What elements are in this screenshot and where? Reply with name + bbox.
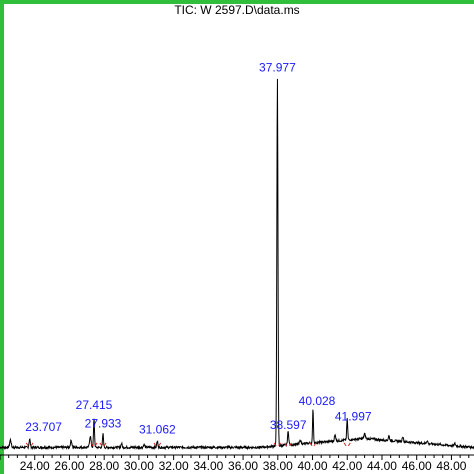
- peak-label: 37.977: [259, 61, 296, 75]
- x-tick-label: 40.00: [298, 459, 328, 473]
- x-tick-label: 32.00: [159, 459, 189, 473]
- integration-marker: [284, 442, 288, 447]
- integration-marker: [343, 442, 347, 447]
- chart-title: TIC: W 2597.D\data.ms: [174, 3, 299, 17]
- x-tick-label: 46.00: [402, 459, 432, 473]
- integration-marker: [99, 442, 103, 447]
- integration-marker: [289, 442, 292, 447]
- x-tick-label: 28.00: [89, 459, 119, 473]
- tic-trace-line: [0, 78, 474, 451]
- integration-marker: [153, 442, 157, 447]
- x-tick-label: 30.00: [124, 459, 154, 473]
- integration-marker: [313, 442, 317, 447]
- peak-label: 27.415: [76, 398, 113, 412]
- x-tick-label: 48.00: [436, 459, 466, 473]
- integration-marker: [103, 442, 107, 447]
- peak-label: 40.028: [299, 394, 336, 408]
- integration-marker: [94, 442, 98, 447]
- x-tick-label: 42.00: [332, 459, 362, 473]
- peak-label: 41.997: [335, 409, 372, 423]
- x-tick-label: 34.00: [193, 459, 223, 473]
- x-tick-label: 24.00: [20, 459, 50, 473]
- integration-marker: [25, 442, 29, 447]
- integration-marker: [309, 442, 313, 447]
- x-tick-label: 26.00: [54, 459, 84, 473]
- x-axis: 24.00 26.00 28.00 30.00 32.00 34.00 36.00 38.00…: [0, 454, 474, 473]
- x-tick-label: 44.00: [367, 459, 397, 473]
- x-tick-label: 38.00: [263, 459, 293, 473]
- peak-labels: 23.707 27.415 27.933 31.062 37.977 38.597 40.0…: [25, 61, 372, 437]
- integration-marker: [30, 442, 34, 447]
- x-tick-label: 36.00: [228, 459, 258, 473]
- integration-markers: [25, 442, 351, 447]
- peak-label: 38.597: [270, 418, 307, 432]
- integration-marker: [90, 442, 94, 447]
- integration-marker: [347, 442, 351, 447]
- peak-label: 23.707: [25, 420, 62, 434]
- tic-trace-layer: [0, 78, 474, 451]
- integration-marker: [158, 442, 162, 447]
- peak-label: 31.062: [139, 422, 176, 436]
- integration-marker: [273, 442, 277, 447]
- integration-marker: [278, 442, 282, 447]
- peak-label: 27.933: [85, 417, 122, 431]
